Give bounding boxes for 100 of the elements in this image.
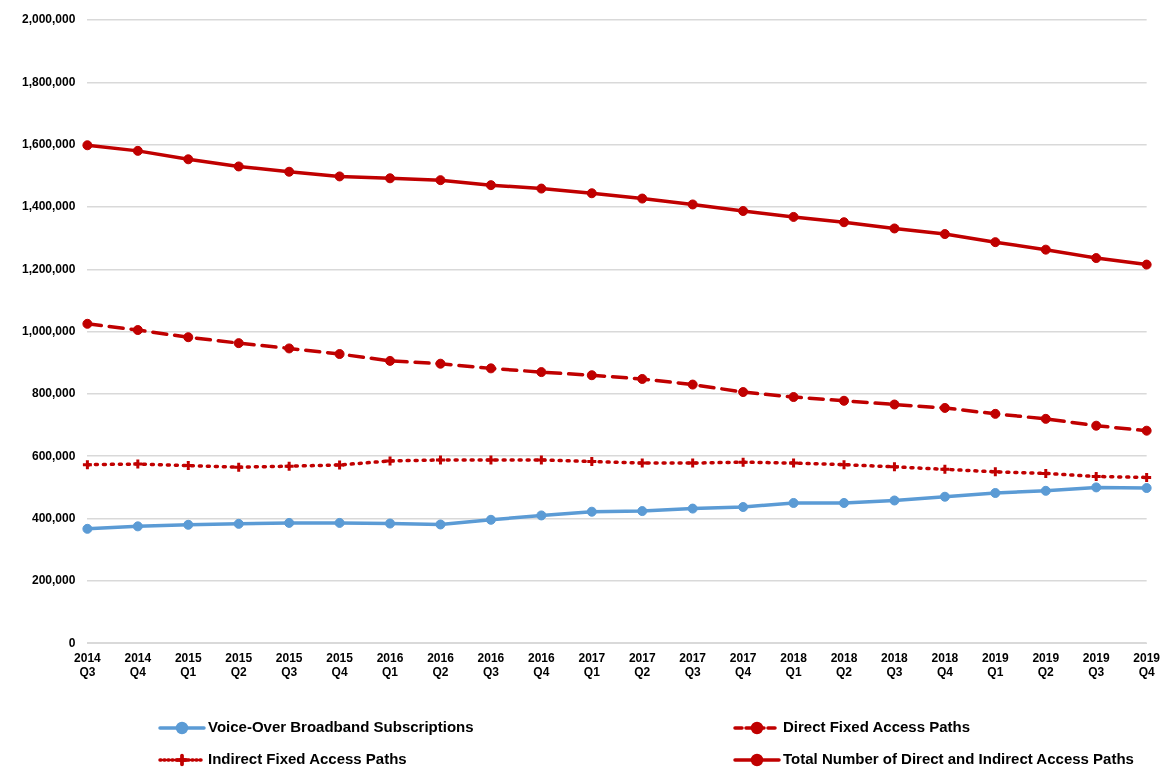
x-tick-label: 2018 Q1 bbox=[780, 650, 808, 680]
point bbox=[990, 237, 1001, 248]
point bbox=[889, 223, 900, 234]
point bbox=[839, 217, 849, 228]
point bbox=[1040, 485, 1051, 496]
point bbox=[637, 193, 648, 204]
point bbox=[1141, 425, 1152, 436]
point bbox=[586, 188, 597, 199]
y-tick-label: 2,000,000 bbox=[21, 12, 76, 27]
point bbox=[485, 180, 496, 191]
point bbox=[889, 495, 900, 506]
point bbox=[82, 318, 93, 329]
point bbox=[990, 488, 1001, 499]
x-tick-label: 2016 Q2 bbox=[427, 650, 455, 680]
point bbox=[284, 343, 295, 354]
point bbox=[738, 387, 749, 398]
point bbox=[687, 503, 698, 514]
point bbox=[939, 229, 950, 240]
x-tick-label: 2015 Q2 bbox=[225, 650, 253, 680]
point bbox=[738, 502, 749, 513]
point bbox=[284, 517, 295, 528]
legend-label: Voice-Over Broadband Subscriptions bbox=[208, 718, 474, 736]
point bbox=[132, 325, 143, 336]
point bbox=[788, 497, 799, 508]
point bbox=[788, 211, 799, 222]
point bbox=[1091, 253, 1102, 264]
point bbox=[385, 355, 396, 366]
point bbox=[82, 523, 93, 534]
x-tick-label: 2019 Q2 bbox=[1032, 650, 1060, 680]
point bbox=[839, 395, 849, 406]
point bbox=[536, 183, 547, 194]
legend-label: Indirect Fixed Access Paths bbox=[208, 750, 407, 768]
point bbox=[385, 518, 396, 529]
point bbox=[183, 519, 194, 530]
point bbox=[334, 517, 345, 528]
point bbox=[586, 506, 597, 517]
point bbox=[788, 392, 799, 403]
x-tick-label: 2014 Q4 bbox=[124, 650, 152, 680]
point bbox=[939, 402, 950, 413]
y-tick-label: 0 bbox=[68, 635, 76, 650]
y-tick-label: 1,000,000 bbox=[21, 323, 76, 338]
x-tick-label: 2017 Q4 bbox=[729, 650, 757, 680]
y-tick-label: 400,000 bbox=[31, 510, 76, 525]
y-tick-label: 1,800,000 bbox=[21, 74, 76, 89]
y-tick-label: 600,000 bbox=[31, 448, 76, 463]
point bbox=[435, 358, 446, 369]
point bbox=[1040, 244, 1051, 255]
x-tick-label: 2014 Q3 bbox=[74, 650, 102, 680]
y-tick-label: 1,200,000 bbox=[21, 261, 76, 276]
point bbox=[1091, 420, 1102, 431]
x-tick-label: 2016 Q1 bbox=[376, 650, 404, 680]
x-tick-label: 2016 Q3 bbox=[477, 650, 505, 680]
point bbox=[284, 166, 295, 177]
point bbox=[233, 518, 244, 529]
x-tick-label: 2017 Q2 bbox=[628, 650, 656, 680]
x-tick-label: 2018 Q4 bbox=[931, 650, 959, 680]
legend-label: Direct Fixed Access Paths bbox=[783, 718, 971, 736]
point bbox=[939, 491, 950, 502]
point bbox=[536, 367, 547, 378]
point bbox=[334, 171, 345, 182]
point bbox=[637, 373, 648, 384]
x-tick-label: 2019 Q4 bbox=[1133, 650, 1161, 680]
x-tick-label: 2019 Q1 bbox=[981, 650, 1009, 680]
point bbox=[1091, 482, 1102, 493]
y-tick-label: 200,000 bbox=[31, 573, 76, 588]
point bbox=[82, 140, 93, 151]
x-tick-label: 2016 Q4 bbox=[528, 650, 556, 680]
point bbox=[839, 497, 849, 508]
point bbox=[1141, 483, 1152, 494]
x-tick-label: 2017 Q3 bbox=[679, 650, 707, 680]
y-tick-label: 800,000 bbox=[31, 386, 76, 401]
point bbox=[738, 206, 749, 217]
y-tick-label: 1,600,000 bbox=[21, 136, 76, 151]
point bbox=[385, 173, 396, 184]
point bbox=[233, 338, 244, 349]
point bbox=[536, 510, 547, 521]
point bbox=[1040, 413, 1051, 424]
y-tick-label: 1,400,000 bbox=[21, 199, 76, 214]
x-tick-label: 2015 Q1 bbox=[174, 650, 202, 680]
point bbox=[334, 349, 345, 360]
x-tick-label: 2015 Q4 bbox=[326, 650, 354, 680]
point bbox=[637, 506, 648, 517]
point bbox=[687, 379, 698, 390]
x-tick-label: 2018 Q3 bbox=[881, 650, 909, 680]
point bbox=[183, 154, 194, 165]
point bbox=[990, 408, 1001, 419]
point bbox=[183, 332, 194, 343]
point bbox=[435, 175, 446, 186]
point bbox=[687, 199, 698, 210]
point bbox=[233, 161, 244, 172]
point bbox=[485, 363, 496, 374]
point bbox=[1141, 259, 1152, 270]
point bbox=[485, 514, 496, 525]
point bbox=[435, 519, 446, 530]
x-tick-label: 2015 Q3 bbox=[275, 650, 303, 680]
legend-label: Total Number of Direct and Indirect Access Paths bbox=[783, 750, 1134, 768]
x-tick-label: 2018 Q2 bbox=[830, 650, 858, 680]
point bbox=[132, 145, 143, 156]
point bbox=[586, 370, 597, 381]
point bbox=[889, 399, 900, 410]
